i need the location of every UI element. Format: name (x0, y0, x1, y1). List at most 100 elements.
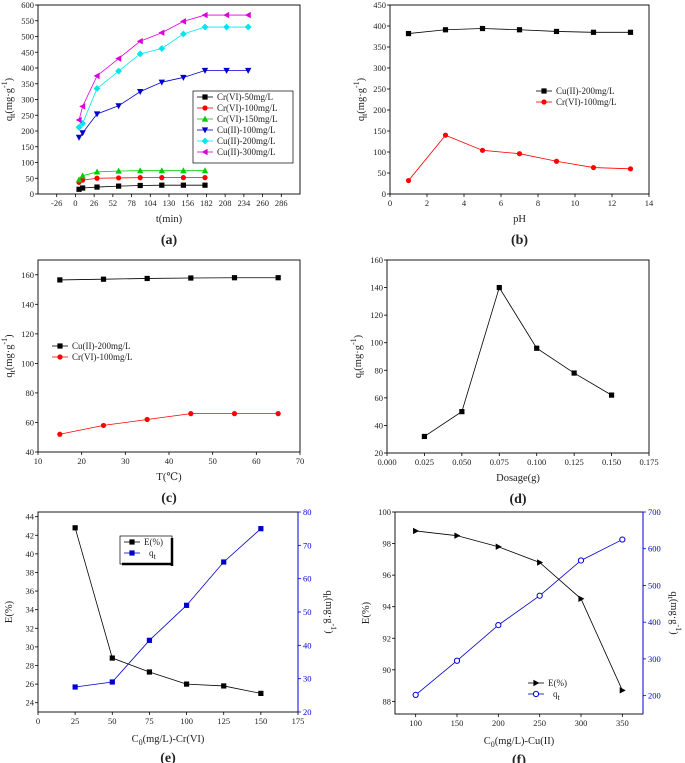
data-point (72, 525, 78, 531)
y-axis-label: qt(mg·g-1) (0, 77, 17, 121)
x-tick-label: 14 (645, 198, 654, 208)
y-tick-label: 100 (21, 358, 34, 368)
y-tick-label: 30 (26, 642, 35, 652)
x-tick-label: 25 (71, 716, 80, 726)
data-point (116, 183, 122, 189)
y-tick-label: 450 (21, 47, 34, 57)
x-axis-label: C0(mg/L)-Cu(II) (484, 736, 555, 749)
plot-frame (394, 511, 644, 715)
data-point (495, 622, 502, 629)
data-point (76, 186, 82, 192)
x-tick-label: 156 (181, 198, 194, 208)
y-tick-label: 32 (26, 623, 35, 633)
y-tick-label: 80 (375, 365, 384, 375)
data-point (109, 679, 115, 685)
data-point (536, 592, 543, 599)
plot-frame (389, 4, 650, 195)
series-line (424, 286, 612, 437)
legend-label: Cr(VI)-150mg/L (217, 114, 278, 124)
x-tick-label: 0.075 (490, 457, 509, 467)
data-point (479, 25, 486, 32)
legend: Cr(VI)-50mg/LCr(VI)-100mg/LCr(VI)-150mg/… (192, 90, 294, 164)
y-tick-label: 28 (26, 660, 35, 670)
data-point (144, 275, 150, 282)
data-point (258, 526, 264, 532)
y-tick-label: 50 (26, 173, 35, 183)
y-tick-label: 120 (370, 310, 383, 320)
data-point (223, 67, 230, 74)
chart-panel-e: 0 25 50 75 100 125 150 175 24 26 28 30 32 34 36 38 40 42 4… (4, 507, 338, 763)
data-point (275, 411, 281, 417)
x-tick-label: 100 (409, 718, 422, 728)
data-point (454, 532, 461, 539)
y-tick-label: 500 (21, 32, 34, 42)
y-tick-label: 60 (375, 393, 384, 403)
y-tick-label: 88 (383, 696, 392, 706)
chart-panel-a: -26 0 26 52 78 104 130 156 182 208 234 260 286 0 50 100… (0, 0, 301, 248)
data-point (244, 67, 252, 74)
data-point (79, 172, 86, 179)
data-point (137, 182, 143, 189)
data-point (183, 602, 190, 608)
y-tick-label: 400 (21, 63, 34, 73)
data-point (459, 409, 465, 415)
y-tick-label: 140 (370, 283, 383, 293)
legend-marker (202, 105, 208, 111)
legend-marker (201, 115, 209, 122)
y-tick-label: 24 (26, 698, 35, 708)
y-tick-label: 400 (373, 21, 386, 31)
series-line (59, 413, 279, 435)
y-tick-label: 100 (21, 158, 34, 168)
data-point (115, 55, 122, 62)
data-point (180, 167, 187, 174)
x-tick-label: 100 (180, 716, 193, 726)
data-point (516, 27, 523, 33)
data-point (100, 276, 107, 282)
y-tick-label: 250 (21, 110, 34, 120)
y-tick-label: 50 (378, 168, 387, 178)
panel-label: (c) (161, 491, 177, 506)
data-point (495, 543, 502, 550)
series-line (78, 170, 205, 181)
data-point (100, 422, 107, 429)
data-point (231, 411, 238, 417)
y-tick-label: 350 (373, 42, 386, 52)
y2-axis-label: qt(mg·g-1) (321, 590, 338, 634)
x-tick-label: 50 (108, 716, 117, 726)
data-point (244, 23, 252, 31)
data-point (221, 683, 227, 689)
data-point (180, 182, 186, 188)
data-point (94, 184, 100, 190)
legend-label: Cr(VI)-100mg/L (72, 352, 133, 362)
x-tick-label: 250 (533, 718, 546, 728)
data-point (72, 684, 78, 690)
data-point (553, 158, 560, 164)
legend-label: qt (149, 548, 157, 561)
series-line (415, 530, 623, 691)
y-tick-label: 20 (375, 448, 384, 458)
legend-label: Cr(VI)-100mg/L (217, 103, 278, 113)
data-point (516, 151, 523, 157)
y-axis-label: qt(mg·g-1) (0, 334, 17, 378)
x-tick-label: 208 (219, 198, 232, 208)
y-tick-label: 40 (26, 549, 35, 559)
x-tick-label: 50 (208, 456, 217, 466)
data-point (179, 18, 186, 25)
x-tick-label: 0.000 (377, 457, 396, 467)
legend-marker (533, 679, 540, 687)
data-point (136, 38, 143, 45)
data-point (116, 175, 122, 181)
legend-label: Cr(VI)-100mg/L (556, 97, 617, 107)
x-axis-label: t(min) (156, 214, 183, 225)
y-tick-label: 44 (26, 512, 35, 522)
data-point (188, 411, 194, 417)
x-tick-label: 350 (616, 718, 629, 728)
data-point (223, 23, 230, 31)
x-tick-label: 20 (77, 456, 86, 466)
x-axis-label: Dosage(g) (496, 473, 540, 484)
x-axis-label: T(℃) (156, 472, 182, 483)
x-tick-label: 52 (109, 198, 118, 208)
data-point (75, 176, 83, 183)
y-tick-label: 160 (370, 255, 383, 265)
